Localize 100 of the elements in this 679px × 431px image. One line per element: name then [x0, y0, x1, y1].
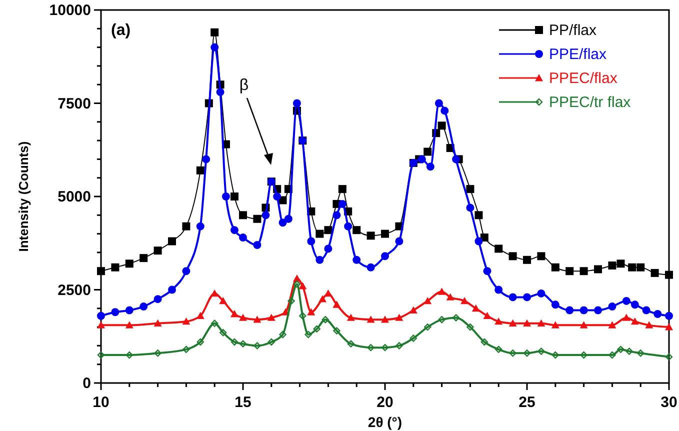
- point: [182, 317, 190, 325]
- x-tick-label: 10: [92, 394, 110, 411]
- point: [523, 293, 531, 302]
- point: [665, 270, 673, 279]
- point: [230, 310, 238, 318]
- point: [622, 296, 630, 305]
- point: [338, 200, 346, 208]
- point: [284, 214, 292, 223]
- point: [460, 296, 469, 304]
- point: [580, 267, 588, 276]
- y-tick-label: 5000: [58, 188, 91, 206]
- point: [424, 323, 432, 331]
- point: [154, 350, 162, 357]
- point: [480, 338, 488, 346]
- point: [316, 256, 324, 264]
- point: [608, 321, 616, 328]
- point: [637, 350, 644, 357]
- point: [168, 286, 176, 294]
- point: [346, 314, 355, 321]
- point: [566, 267, 574, 276]
- point: [304, 330, 312, 338]
- point: [636, 263, 645, 272]
- point: [333, 327, 340, 334]
- point: [182, 267, 190, 276]
- point: [538, 348, 545, 355]
- point: [426, 162, 434, 171]
- point: [434, 99, 443, 108]
- point: [483, 267, 492, 276]
- point: [239, 234, 247, 242]
- point: [168, 237, 176, 246]
- point: [509, 350, 516, 357]
- point: [196, 222, 204, 230]
- point: [466, 185, 474, 194]
- point: [594, 306, 602, 314]
- point: [580, 351, 588, 359]
- point: [182, 346, 190, 354]
- point: [381, 230, 389, 238]
- point: [367, 344, 374, 352]
- point: [630, 317, 639, 325]
- point: [97, 321, 105, 328]
- point: [332, 211, 341, 220]
- point: [292, 274, 301, 282]
- point: [494, 244, 503, 253]
- point: [254, 342, 261, 350]
- point: [381, 344, 389, 352]
- point: [292, 99, 301, 108]
- point: [537, 252, 546, 260]
- point: [219, 296, 228, 304]
- point: [253, 240, 262, 249]
- y-axis-title: Intensity (Counts): [16, 141, 31, 252]
- point: [608, 262, 616, 270]
- point: [318, 295, 327, 302]
- point: [125, 306, 134, 314]
- point: [332, 300, 341, 308]
- point: [202, 155, 210, 164]
- point: [580, 306, 588, 314]
- point: [298, 282, 307, 290]
- point: [608, 302, 616, 311]
- point: [154, 319, 162, 327]
- point: [418, 155, 426, 164]
- point: [352, 256, 361, 264]
- point: [617, 346, 624, 354]
- point: [279, 330, 286, 338]
- point: [267, 314, 276, 321]
- point: [537, 289, 546, 298]
- point: [438, 288, 446, 295]
- point: [97, 267, 105, 276]
- point: [210, 289, 219, 297]
- point: [409, 306, 418, 314]
- point: [566, 306, 574, 314]
- point: [508, 252, 517, 260]
- point: [472, 304, 480, 312]
- point: [608, 351, 616, 359]
- x-axis-title: 2θ (°): [368, 414, 402, 430]
- point: [474, 211, 483, 220]
- x-tick-label: 25: [518, 394, 536, 411]
- point: [196, 338, 204, 346]
- point: [196, 312, 204, 320]
- point: [366, 232, 375, 240]
- point: [654, 310, 662, 318]
- point: [288, 297, 295, 305]
- point: [452, 155, 460, 164]
- point: [642, 306, 650, 314]
- point: [466, 323, 474, 331]
- point: [111, 308, 120, 316]
- point: [446, 293, 454, 300]
- point: [424, 296, 432, 304]
- point: [495, 346, 502, 354]
- point: [239, 211, 247, 220]
- point: [665, 323, 673, 330]
- point: [630, 300, 639, 309]
- point: [628, 263, 636, 272]
- point: [211, 320, 218, 327]
- legend-label: PPEC/flax: [549, 70, 618, 87]
- point: [452, 314, 460, 322]
- point: [140, 302, 148, 311]
- point: [222, 192, 230, 200]
- point: [381, 316, 389, 323]
- point: [347, 340, 355, 348]
- point: [140, 254, 148, 262]
